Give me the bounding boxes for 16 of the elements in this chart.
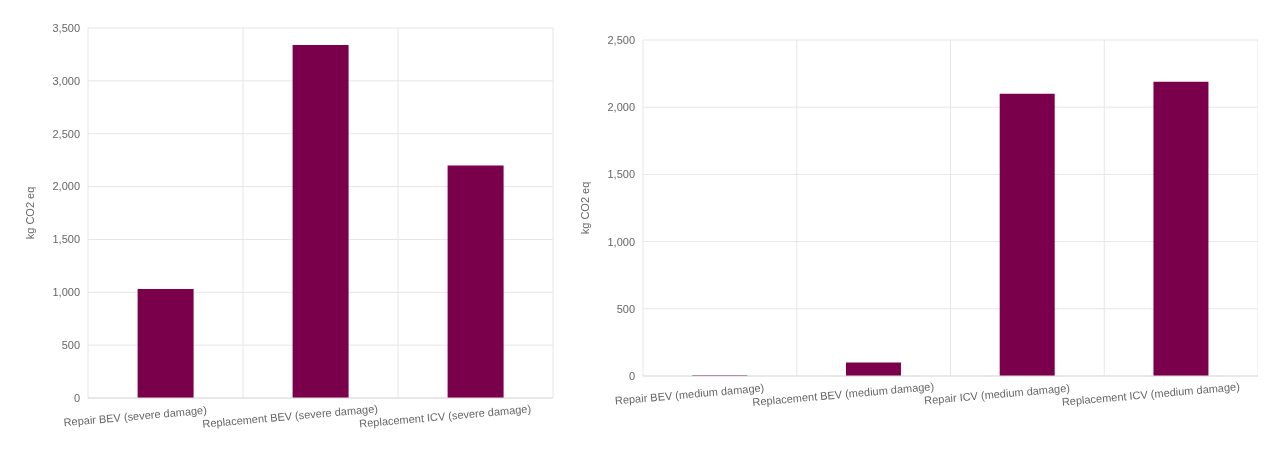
y-tick-label: 0 [73,391,80,404]
y-axis-title: kg CO2 eq [23,186,36,240]
y-tick-label: 1,500 [52,233,80,246]
y-tick-label: 2,500 [607,33,635,46]
y-tick-label: 2,000 [52,180,80,193]
y-tick-label: 500 [616,302,635,315]
y-tick-label: 2,500 [52,127,80,140]
y-tick-label: 3,500 [52,21,80,34]
y-tick-label: 500 [61,339,80,352]
y-tick-label: 1,000 [52,286,80,299]
y-tick-label: 3,000 [52,74,80,87]
y-axis-title: kg CO2 eq [578,181,591,235]
y-tick-label: 1,500 [607,168,635,181]
y-tick-label: 2,000 [607,101,635,114]
y-tick-label: 1,000 [607,235,635,248]
y-tick-label: 0 [628,369,635,382]
